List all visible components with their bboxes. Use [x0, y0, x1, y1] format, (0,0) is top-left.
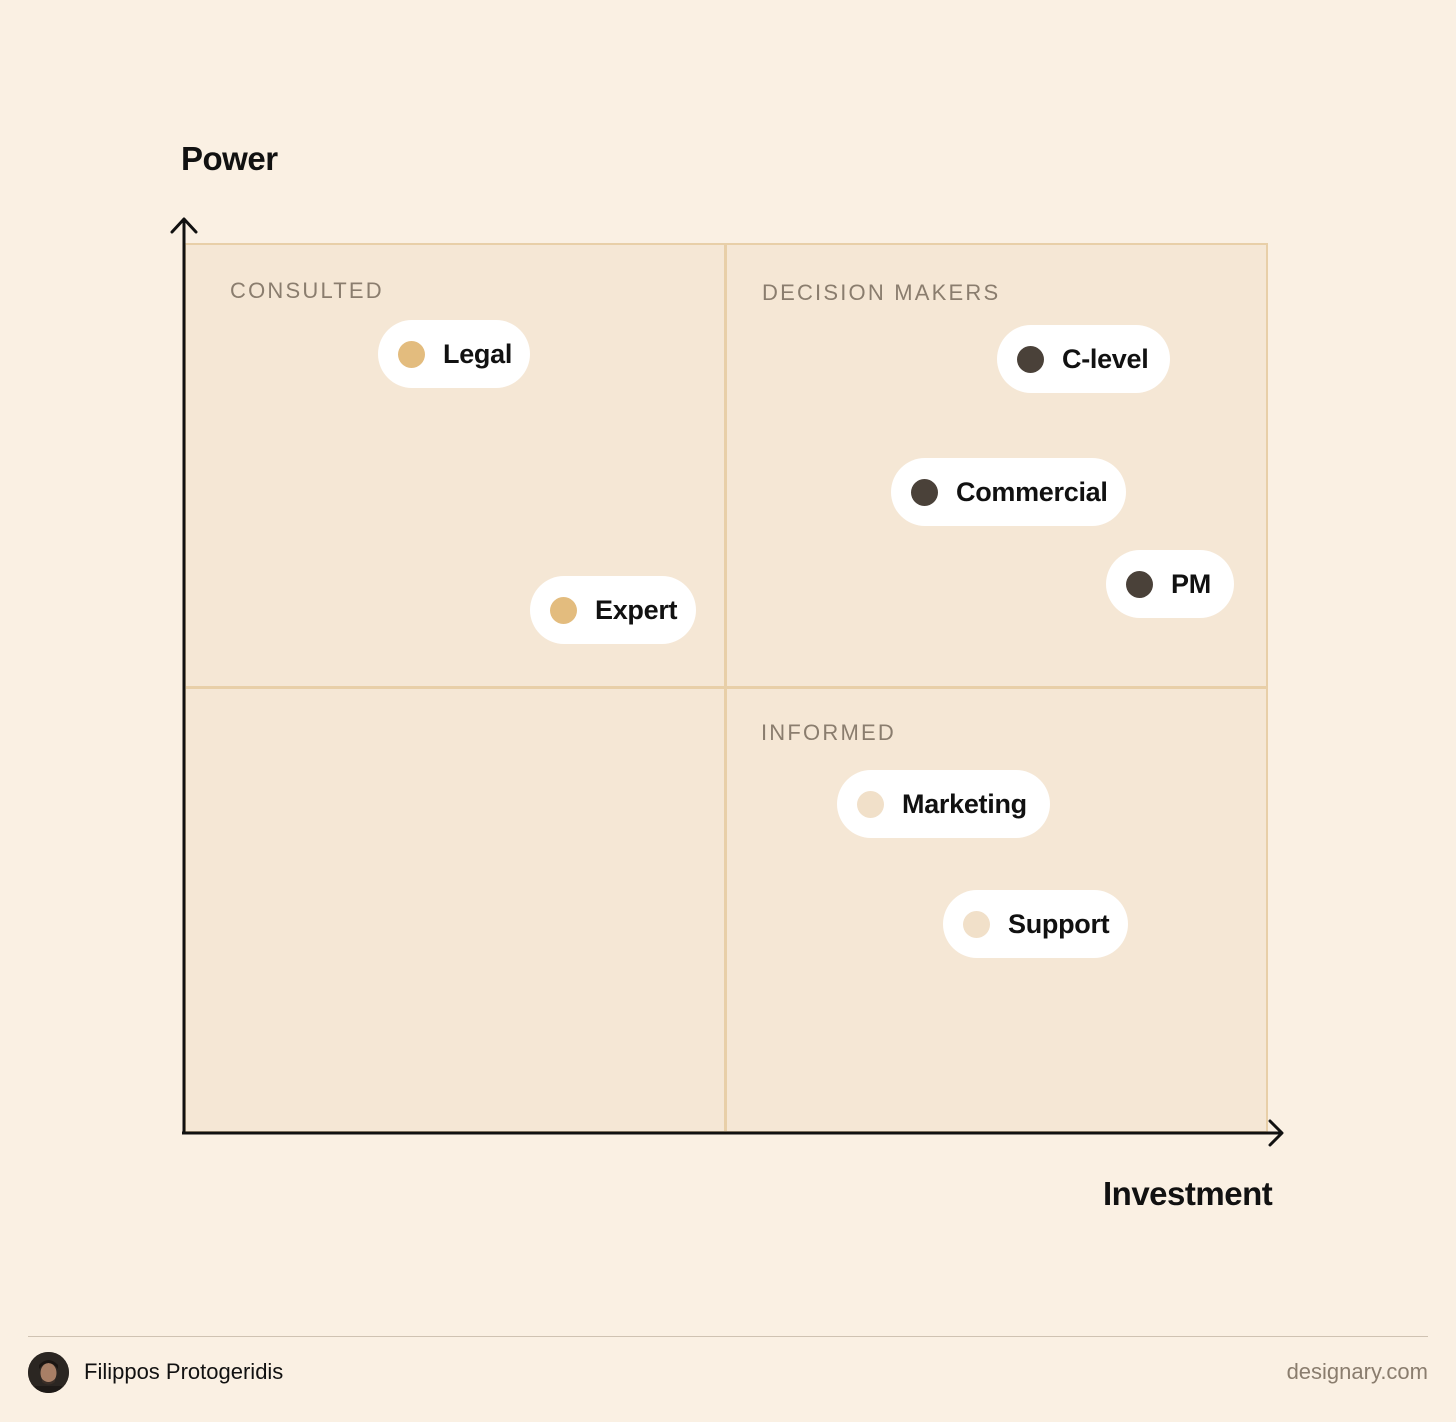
site-link[interactable]: designary.com: [1286, 1359, 1428, 1384]
stakeholder-pill-c-level: C-level: [997, 325, 1170, 393]
avatar-portrait-icon: [28, 1352, 69, 1393]
stakeholder-label: Legal: [443, 338, 513, 369]
horizontal-divider: [184, 686, 1268, 689]
stakeholder-label: PM: [1171, 568, 1211, 599]
x-axis-title: Investment: [1103, 1175, 1273, 1212]
stakeholder-pill-commercial: Commercial: [891, 458, 1126, 526]
avatar: [28, 1352, 69, 1393]
dot-icon: [1126, 570, 1153, 598]
dot-icon: [398, 340, 425, 368]
dot-icon: [1017, 345, 1044, 373]
dot-icon: [550, 596, 577, 624]
stakeholder-pill-pm: PM: [1106, 550, 1234, 618]
stakeholder-label: Commercial: [956, 476, 1108, 507]
stakeholder-pill-legal: Legal: [378, 320, 530, 388]
stakeholder-pill-expert: Expert: [530, 576, 696, 644]
stakeholder-label: C-level: [1062, 343, 1149, 374]
quadrant-label-consulted: CONSULTED: [230, 278, 384, 303]
quadrant-label-informed: INFORMED: [761, 720, 896, 745]
quadrant-label-decision-makers: DECISION MAKERS: [762, 280, 1001, 305]
dot-icon: [963, 910, 990, 938]
x-axis-arrow-icon: [1268, 1119, 1284, 1147]
stakeholder-label: Expert: [595, 594, 678, 625]
stakeholder-pill-support: Support: [943, 890, 1128, 958]
stakeholder-label: Marketing: [902, 788, 1027, 819]
y-axis-title: Power: [181, 140, 278, 177]
dot-icon: [857, 790, 884, 818]
author-name: Filippos Protogeridis: [84, 1359, 284, 1384]
stakeholder-pill-marketing: Marketing: [837, 770, 1050, 838]
dot-icon: [911, 478, 938, 506]
footer-divider: [28, 1336, 1428, 1337]
stakeholder-label: Support: [1008, 908, 1110, 939]
y-axis-arrow-icon: [170, 217, 198, 234]
